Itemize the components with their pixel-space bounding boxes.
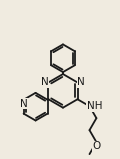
Text: O: O [92, 141, 101, 151]
Text: N: N [20, 99, 27, 109]
Text: N: N [77, 77, 85, 87]
Text: NH: NH [87, 101, 102, 111]
Text: N: N [41, 77, 49, 87]
